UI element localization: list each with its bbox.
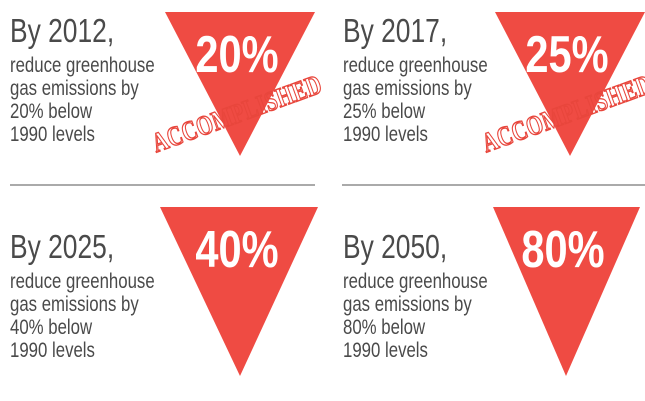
triangle (160, 207, 318, 376)
description-line: gas emissions by (343, 77, 472, 100)
description-line: 1990 levels (343, 123, 428, 146)
heading: By 2050, (343, 229, 447, 265)
description-line: 80% below (343, 316, 425, 339)
description-line: 25% below (343, 100, 425, 123)
badge: 25% (525, 25, 608, 84)
heading: By 2025, (10, 229, 114, 265)
badge: 20% (195, 25, 278, 84)
description-line: reduce greenhouse (343, 270, 488, 293)
description-line: gas emissions by (10, 293, 139, 316)
triangle (495, 12, 645, 156)
description-line: 20% below (10, 100, 92, 123)
description-line: reduce greenhouse (10, 270, 155, 293)
description-line: gas emissions by (343, 293, 472, 316)
description-line: 40% below (10, 316, 92, 339)
description-line: 1990 levels (10, 339, 95, 362)
badge: 80% (521, 220, 604, 279)
description-line: 1990 levels (343, 339, 428, 362)
triangle (493, 207, 640, 376)
badge: 40% (195, 220, 278, 279)
heading: By 2017, (343, 13, 447, 49)
description-line: 1990 levels (10, 123, 95, 146)
description-line: gas emissions by (10, 77, 139, 100)
heading: By 2012, (10, 13, 114, 49)
triangle (165, 12, 315, 156)
description-line: reduce greenhouse (343, 54, 488, 77)
description-line: reduce greenhouse (10, 54, 155, 77)
